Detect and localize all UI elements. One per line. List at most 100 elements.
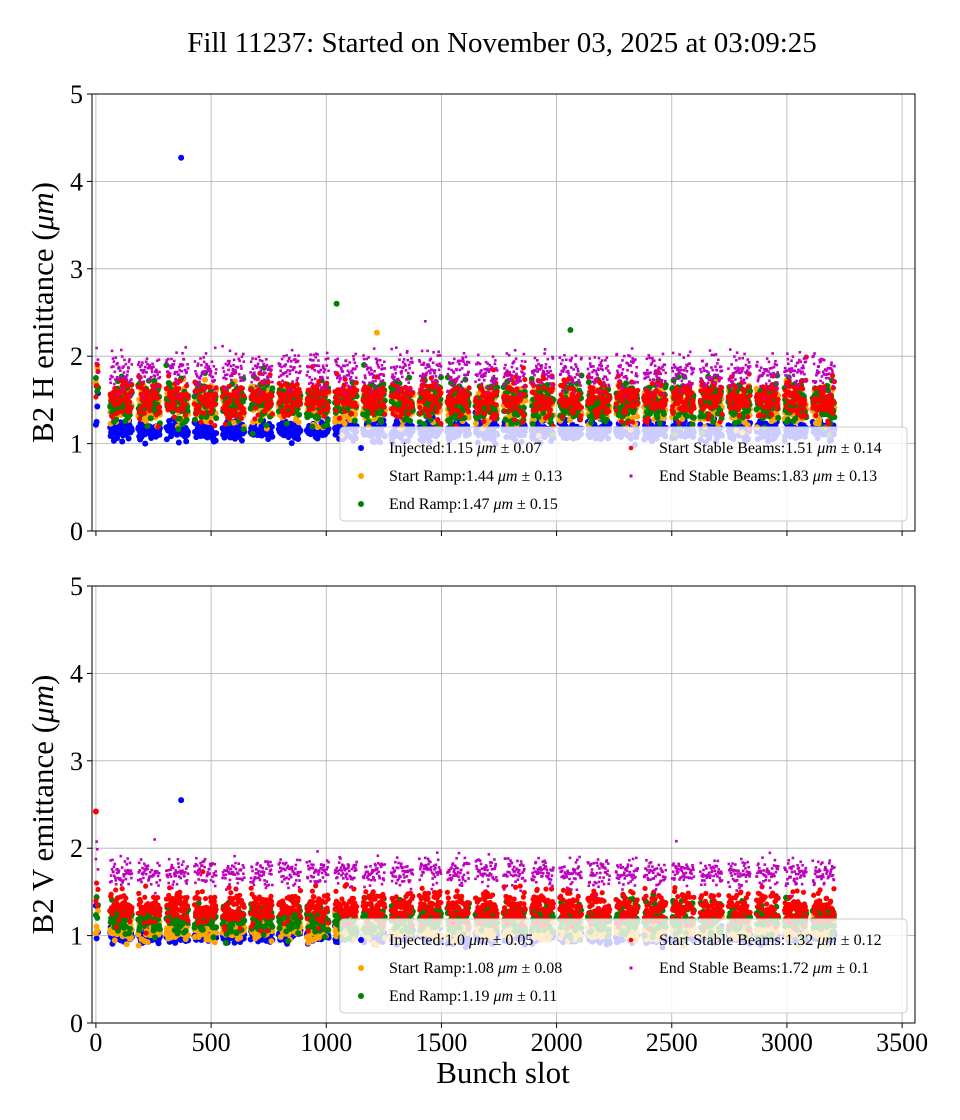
data-point	[645, 415, 651, 421]
data-point	[670, 410, 676, 416]
data-point	[812, 385, 818, 392]
data-point	[126, 399, 133, 405]
data-point	[409, 403, 416, 409]
data-point	[796, 406, 802, 412]
data-point	[333, 407, 339, 414]
data-point	[465, 392, 471, 398]
data-point	[406, 411, 412, 417]
data-point	[466, 409, 472, 415]
data-point	[155, 424, 161, 430]
data-point	[710, 418, 717, 425]
data-point	[547, 411, 553, 417]
data-point	[380, 385, 386, 391]
data-point	[624, 420, 631, 426]
data-point	[176, 415, 183, 422]
data-point	[813, 412, 819, 418]
data-point	[290, 408, 296, 414]
data-point	[434, 408, 440, 415]
data-point	[649, 380, 656, 387]
data-point	[147, 408, 153, 414]
data-point	[783, 404, 789, 410]
data-point	[201, 410, 207, 416]
data-point	[613, 401, 620, 407]
data-point	[147, 415, 154, 422]
data-point	[654, 414, 661, 421]
data-point	[180, 406, 187, 412]
data-point	[747, 392, 753, 399]
data-point	[651, 394, 657, 401]
data-point	[436, 404, 442, 410]
data-point	[676, 419, 682, 426]
data-point	[378, 418, 385, 425]
data-point	[239, 385, 246, 391]
data-point	[585, 379, 592, 386]
data-point	[176, 386, 182, 392]
chart-title: Fill 11237: Started on November 03, 2025…	[187, 27, 817, 59]
data-point	[209, 406, 215, 412]
data-point	[541, 375, 547, 382]
data-point	[157, 409, 163, 415]
data-point	[567, 326, 574, 333]
data-point	[674, 387, 680, 393]
data-point	[154, 390, 160, 396]
data-point	[125, 435, 132, 442]
data-point	[761, 412, 767, 419]
data-point	[769, 412, 775, 418]
data-point	[705, 416, 711, 422]
data-point	[191, 416, 198, 423]
data-point	[195, 388, 201, 394]
data-point	[690, 397, 696, 404]
data-point	[325, 405, 331, 411]
data-point	[623, 380, 630, 387]
data-point	[198, 419, 204, 425]
data-point	[163, 436, 170, 443]
data-point	[212, 391, 218, 397]
data-point	[143, 418, 150, 425]
data-point	[333, 300, 340, 307]
data-point	[518, 395, 524, 401]
data-point	[231, 419, 238, 426]
data-point	[630, 419, 636, 425]
data-point	[310, 405, 316, 411]
data-point	[618, 419, 625, 425]
data-point	[466, 385, 472, 391]
data-point	[662, 402, 668, 408]
data-point	[541, 385, 547, 391]
series-end-ramp	[92, 300, 838, 439]
data-point	[514, 386, 520, 392]
data-point	[472, 420, 479, 427]
data-point	[119, 409, 125, 415]
data-point	[119, 438, 126, 445]
data-point	[373, 329, 380, 336]
data-point	[775, 414, 782, 421]
data-point	[512, 417, 518, 423]
data-point	[660, 411, 667, 418]
data-point	[341, 420, 348, 427]
data-point	[294, 381, 300, 388]
data-point	[240, 426, 247, 433]
data-point	[185, 395, 191, 401]
data-point	[787, 383, 793, 390]
data-point	[94, 382, 100, 389]
data-point	[269, 411, 275, 417]
data-point	[486, 406, 492, 412]
data-point	[578, 404, 585, 410]
data-point	[142, 440, 149, 447]
data-point	[295, 419, 302, 426]
data-point	[494, 389, 500, 395]
data-point	[719, 411, 725, 417]
x-axis-label: Bunch slot	[436, 1055, 570, 1090]
data-point	[324, 417, 331, 424]
data-point	[481, 418, 487, 425]
data-point	[735, 419, 742, 426]
data-point	[365, 418, 372, 425]
data-point	[535, 413, 542, 420]
data-point	[417, 404, 423, 410]
data-point	[436, 385, 443, 391]
data-point	[255, 412, 261, 418]
data-point	[559, 414, 565, 420]
data-point	[93, 418, 100, 425]
data-point	[207, 384, 213, 390]
data-point	[775, 396, 781, 403]
